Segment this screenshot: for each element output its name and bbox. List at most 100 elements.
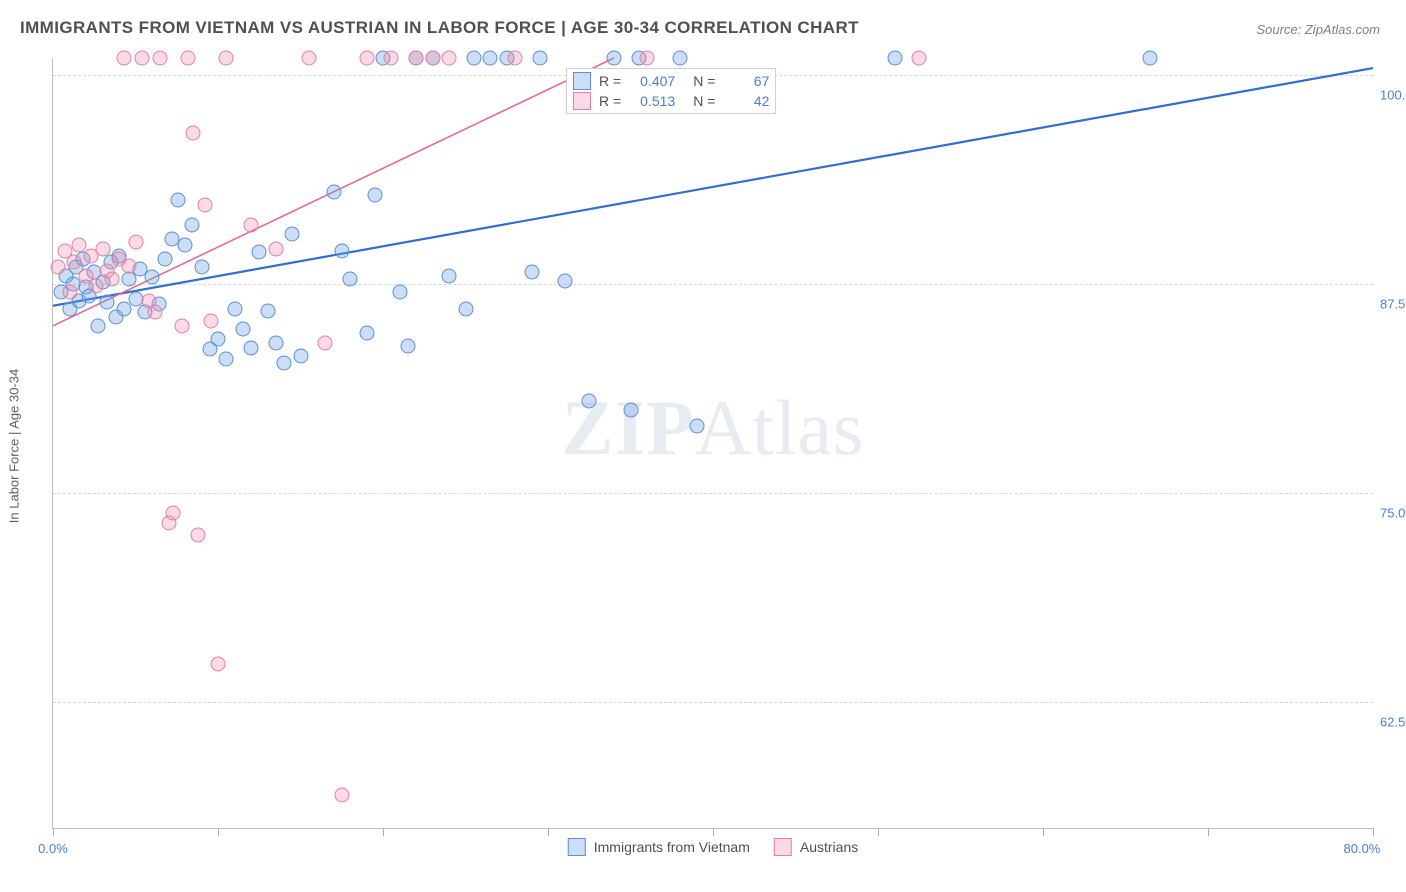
point-austrians <box>318 335 333 350</box>
point-austrians <box>384 51 399 66</box>
xtick <box>1043 828 1044 836</box>
swatch-austrians <box>573 92 591 110</box>
stat-n-value: 67 <box>723 73 769 89</box>
point-vietnam <box>442 268 457 283</box>
legend-swatch-vietnam <box>568 838 586 856</box>
point-austrians <box>204 313 219 328</box>
point-austrians <box>67 255 82 270</box>
plot-area: ZIPAtlas R =0.407N =67R =0.513N =42 Immi… <box>52 58 1373 829</box>
point-vietnam <box>145 270 160 285</box>
stat-r-value: 0.407 <box>629 73 675 89</box>
point-vietnam <box>252 245 267 260</box>
point-vietnam <box>90 318 105 333</box>
point-austrians <box>334 787 349 802</box>
xtick <box>1373 828 1374 836</box>
point-austrians <box>359 51 374 66</box>
point-austrians <box>166 506 181 521</box>
stat-r-label: R = <box>599 93 621 109</box>
point-vietnam <box>100 295 115 310</box>
point-vietnam <box>194 260 209 275</box>
point-vietnam <box>285 226 300 241</box>
point-austrians <box>121 258 136 273</box>
legend-label: Austrians <box>800 839 858 855</box>
legend: Immigrants from Vietnam Austrians <box>568 838 858 856</box>
point-vietnam <box>582 394 597 409</box>
point-austrians <box>301 51 316 66</box>
stat-n-label: N = <box>693 73 715 89</box>
point-austrians <box>640 51 655 66</box>
point-vietnam <box>483 51 498 66</box>
point-vietnam <box>158 251 173 266</box>
xtick-label: 80.0% <box>1344 841 1381 856</box>
point-austrians <box>442 51 457 66</box>
point-vietnam <box>392 285 407 300</box>
stat-n-label: N = <box>693 93 715 109</box>
point-vietnam <box>887 51 902 66</box>
y-axis-label: In Labor Force | Age 30-34 <box>7 369 22 523</box>
point-vietnam <box>673 51 688 66</box>
point-vietnam <box>400 338 415 353</box>
point-vietnam <box>171 193 186 208</box>
point-austrians <box>197 198 212 213</box>
point-vietnam <box>334 243 349 258</box>
point-vietnam <box>532 51 547 66</box>
source-label: Source: ZipAtlas.com <box>1256 22 1380 37</box>
ytick-label: 75.0% <box>1380 506 1406 521</box>
legend-item-vietnam: Immigrants from Vietnam <box>568 838 750 856</box>
point-vietnam <box>343 271 358 286</box>
xtick <box>218 828 219 836</box>
point-austrians <box>105 271 120 286</box>
point-vietnam <box>623 402 638 417</box>
point-vietnam <box>268 335 283 350</box>
point-austrians <box>135 51 150 66</box>
point-austrians <box>508 51 523 66</box>
ytick-label: 87.5% <box>1380 296 1406 311</box>
point-vietnam <box>219 352 234 367</box>
point-austrians <box>191 528 206 543</box>
point-vietnam <box>184 218 199 233</box>
ytick-label: 62.5% <box>1380 715 1406 730</box>
point-austrians <box>186 126 201 141</box>
legend-swatch-austrians <box>774 838 792 856</box>
point-vietnam <box>689 419 704 434</box>
point-vietnam <box>235 322 250 337</box>
point-vietnam <box>293 348 308 363</box>
point-austrians <box>50 260 65 275</box>
point-austrians <box>116 51 131 66</box>
point-vietnam <box>458 302 473 317</box>
point-austrians <box>244 218 259 233</box>
point-vietnam <box>178 238 193 253</box>
point-austrians <box>181 51 196 66</box>
ytick-label: 100.0% <box>1380 87 1406 102</box>
xtick <box>53 828 54 836</box>
stats-row-austrians: R = 0.513 N = 42 <box>573 92 769 110</box>
swatch-vietnam <box>573 72 591 90</box>
point-austrians <box>219 51 234 66</box>
point-austrians <box>153 51 168 66</box>
point-austrians <box>88 278 103 293</box>
point-austrians <box>268 241 283 256</box>
point-vietnam <box>367 188 382 203</box>
point-austrians <box>912 51 927 66</box>
stat-n-value: 42 <box>723 93 769 109</box>
point-vietnam <box>244 340 259 355</box>
stat-r-value: 0.513 <box>629 93 675 109</box>
point-vietnam <box>227 302 242 317</box>
point-vietnam <box>211 332 226 347</box>
legend-item-austrians: Austrians <box>774 838 858 856</box>
point-vietnam <box>524 265 539 280</box>
xtick <box>383 828 384 836</box>
regression-lines <box>53 58 1373 828</box>
point-austrians <box>95 241 110 256</box>
point-vietnam <box>326 184 341 199</box>
stat-r-label: R = <box>599 73 621 89</box>
xtick <box>713 828 714 836</box>
legend-label: Immigrants from Vietnam <box>594 839 750 855</box>
point-austrians <box>409 51 424 66</box>
point-vietnam <box>260 303 275 318</box>
point-vietnam <box>466 51 481 66</box>
stats-row-vietnam: R = 0.407 N = 67 <box>573 72 769 90</box>
point-vietnam <box>607 51 622 66</box>
xtick <box>548 828 549 836</box>
point-austrians <box>62 285 77 300</box>
